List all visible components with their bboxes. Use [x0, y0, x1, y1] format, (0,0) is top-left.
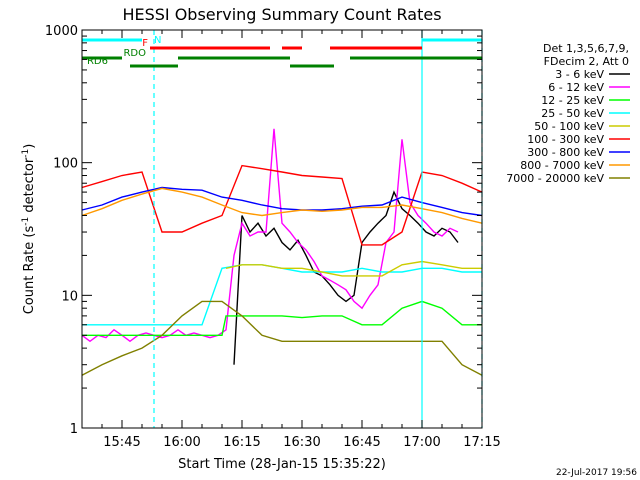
legend-header-line-1: Det 1,3,5,6,7,9,	[543, 42, 629, 55]
chart-title: HESSI Observing Summary Count Rates	[122, 5, 441, 24]
y-tick-label: 10	[61, 289, 78, 304]
legend-entry-label-2: 12 - 25 keV	[541, 94, 604, 107]
series-line-8	[81, 300, 483, 376]
legend-entry-label-3: 25 - 50 keV	[541, 107, 604, 120]
series-line-6	[81, 186, 483, 217]
x-axis-label: Start Time (28-Jan-15 15:35:22)	[178, 457, 386, 472]
x-tick-label: 16:45	[343, 435, 380, 450]
series-layer	[81, 128, 483, 376]
x-axis-ticks: 15:45 16:00 16:15 16:30 16:45 17:00 17:15	[81, 30, 501, 450]
y-axis-ticks: 1 10 100 1000	[45, 24, 482, 437]
legend-entry-label-1: 6 - 12 keV	[548, 81, 604, 94]
series-line-7	[81, 187, 483, 224]
series-line-2	[82, 300, 482, 336]
legend-entry-label-7: 800 - 7000 keV	[520, 159, 604, 172]
legend-entry-label-0: 3 - 6 keV	[555, 68, 604, 81]
legend-entry-label-5: 100 - 300 keV	[527, 133, 604, 146]
legend-header-line-2: FDecim 2, Att 0	[544, 55, 629, 68]
y-axis-label-part: Count Rate (s	[22, 226, 37, 315]
indicator-rdo-label: RDO	[123, 48, 146, 59]
x-tick-label: 16:00	[163, 435, 200, 450]
y-axis-label: Count Rate (s-1 detector-1)	[21, 144, 37, 315]
indicator-f-label: F	[142, 38, 148, 49]
legend: Det 1,3,5,6,7,9, FDecim 2, Att 0 3 - 6 k…	[506, 42, 630, 185]
y-axis-label-superscript: -1	[21, 217, 31, 226]
y-axis-label-superscript: -1	[21, 149, 31, 158]
x-tick-label: 17:00	[403, 435, 440, 450]
x-tick-label: 16:15	[223, 435, 260, 450]
x-tick-label: 17:15	[463, 435, 500, 450]
indicator-n-label: N	[154, 35, 161, 46]
x-tick-label: 16:30	[283, 435, 320, 450]
indicator-rd6-label: RD6	[87, 56, 108, 67]
legend-entry-label-6: 300 - 800 keV	[527, 146, 604, 159]
y-axis-label-part: )	[22, 144, 37, 149]
y-tick-label: 1000	[45, 24, 78, 39]
legend-entry-label-8: 7000 - 20000 keV	[506, 172, 604, 185]
y-tick-label: 100	[53, 157, 78, 172]
y-tick-label: 1	[70, 422, 78, 437]
x-tick-label: 15:45	[103, 435, 140, 450]
series-line-1	[81, 128, 459, 343]
y-axis-label-part: detector	[22, 157, 37, 217]
legend-entry-label-4: 50 - 100 keV	[534, 120, 604, 133]
series-line-0	[233, 190, 459, 365]
series-line-4	[225, 260, 482, 277]
footer-date: 22-Jul-2017 19:56	[556, 468, 637, 478]
